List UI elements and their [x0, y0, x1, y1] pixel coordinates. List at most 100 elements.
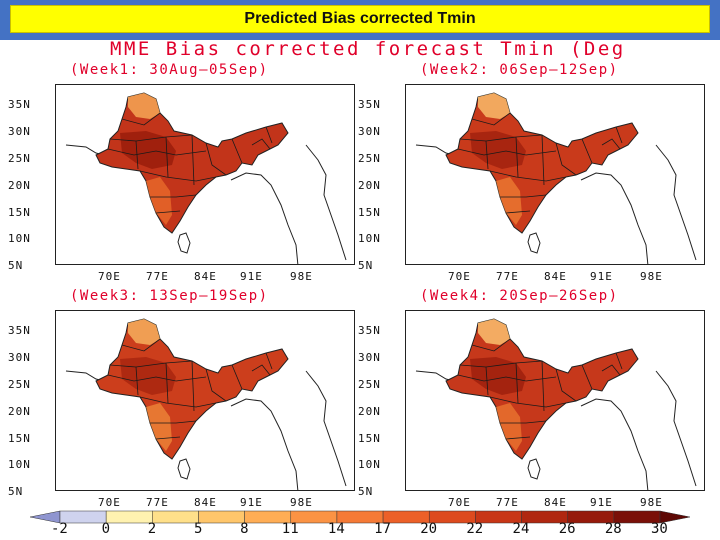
- lat-label: 25N: [8, 152, 31, 165]
- cool-patch: [128, 93, 160, 119]
- india-region: [95, 92, 289, 234]
- lat-label: 10N: [8, 232, 31, 245]
- title-box: Predicted Bias corrected Tmin: [10, 5, 710, 33]
- colorbar-tick-label: 28: [604, 521, 622, 537]
- coastline-sea: [655, 370, 697, 487]
- figure-title: MME Bias corrected forecast Tmin (Deg: [110, 38, 626, 60]
- week-label: (Week2: 06Sep—12Sep): [420, 62, 619, 78]
- lat-label: 5N: [8, 485, 24, 498]
- colorbar-tick-label: 8: [240, 521, 249, 537]
- orange-patch: [496, 403, 522, 451]
- lon-label: 70E: [448, 270, 471, 283]
- lat-label: 30N: [8, 351, 31, 364]
- map-canvas: [415, 318, 697, 490]
- colorbar-max-arrow: [659, 510, 690, 524]
- lat-label: 15N: [8, 432, 31, 445]
- colorbar-tick-label: 11: [281, 521, 299, 537]
- colorbar-tick-label: 17: [374, 521, 391, 537]
- week-label: (Week3: 13Sep—19Sep): [70, 288, 269, 304]
- lon-label: 84E: [194, 270, 217, 283]
- lon-label: 98E: [290, 270, 313, 283]
- orange-patch: [146, 177, 172, 225]
- lat-label: 35N: [358, 98, 381, 111]
- lat-label: 5N: [358, 485, 374, 498]
- india-region: [445, 318, 639, 460]
- lat-label: 15N: [8, 206, 31, 219]
- map-canvas: [65, 318, 347, 490]
- colorbar: [30, 510, 690, 524]
- forecast-panel-week1: (Week1: 30Aug—05Sep) 35N 30N 25N 20N 15N 10N 5…: [0, 62, 355, 290]
- india-region: [95, 318, 289, 460]
- coastline-east: [580, 172, 649, 264]
- lon-label: 84E: [194, 496, 217, 509]
- lat-label: 5N: [8, 259, 24, 272]
- state-boundaries: [457, 338, 623, 440]
- india-map: [55, 84, 355, 265]
- india-region: [445, 92, 639, 234]
- lat-label: 35N: [358, 324, 381, 337]
- lat-label: 30N: [358, 125, 381, 138]
- cool-patch: [478, 319, 510, 345]
- lat-label: 20N: [358, 405, 381, 418]
- lon-label: 91E: [240, 270, 263, 283]
- coastline-east: [230, 398, 299, 490]
- forecast-panel-week3: (Week3: 13Sep—19Sep) 35N 30N 25N 20N 15N 10N 5…: [0, 288, 355, 516]
- lat-label: 35N: [8, 98, 31, 111]
- state-boundaries: [107, 112, 273, 214]
- lat-label: 10N: [8, 458, 31, 471]
- lon-label: 77E: [496, 496, 519, 509]
- lat-label: 20N: [8, 405, 31, 418]
- colorbar-labels: -2 0 2 5 8 11 14 17 20 22 24 26 28 30: [0, 521, 720, 539]
- lat-label: 30N: [358, 351, 381, 364]
- sri-lanka: [527, 232, 541, 254]
- cool-patch: [128, 319, 160, 345]
- lat-label: 5N: [358, 259, 374, 272]
- colorbar-tick-label: 24: [512, 521, 530, 537]
- lon-label: 84E: [544, 270, 567, 283]
- state-boundaries: [107, 338, 273, 440]
- sri-lanka: [177, 458, 191, 480]
- lon-label: 70E: [448, 496, 471, 509]
- week-label: (Week4: 20Sep—26Sep): [420, 288, 619, 304]
- india-map: [55, 310, 355, 491]
- sri-lanka: [177, 232, 191, 254]
- colorbar-tick-label: 14: [327, 521, 345, 537]
- lon-label: 91E: [590, 270, 613, 283]
- coastline-sea: [655, 144, 697, 261]
- lat-label: 15N: [358, 206, 381, 219]
- lon-label: 70E: [98, 270, 121, 283]
- colorbar-tick-label: 20: [420, 521, 438, 537]
- colorbar-tick-label: 0: [101, 521, 111, 537]
- colorbar-tick-label: 30: [651, 521, 668, 537]
- coastline-east: [580, 398, 649, 490]
- map-canvas: [415, 92, 697, 264]
- lat-label: 35N: [8, 324, 31, 337]
- map-canvas: [65, 92, 347, 264]
- lat-label: 10N: [358, 458, 381, 471]
- india-map: [405, 310, 705, 491]
- lon-label: 77E: [146, 496, 169, 509]
- lat-label: 20N: [8, 179, 31, 192]
- lon-label: 84E: [544, 496, 567, 509]
- cool-patch: [478, 93, 510, 119]
- colorbar-tick-label: 22: [466, 521, 484, 537]
- lon-label: 77E: [146, 270, 169, 283]
- lat-label: 10N: [358, 232, 381, 245]
- colorbar-tick-label: 5: [193, 521, 203, 537]
- india-map: [405, 84, 705, 265]
- lon-label: 70E: [98, 496, 121, 509]
- lon-label: 98E: [290, 496, 313, 509]
- forecast-panel-week4: (Week4: 20Sep—26Sep) 35N 30N 25N 20N 15N 10N 5…: [350, 288, 705, 516]
- state-boundaries: [457, 112, 623, 214]
- week-label: (Week1: 30Aug—05Sep): [70, 62, 269, 78]
- sri-lanka: [527, 458, 541, 480]
- lon-label: 98E: [640, 270, 663, 283]
- lon-label: 91E: [590, 496, 613, 509]
- lon-label: 98E: [640, 496, 663, 509]
- coastline-sea: [305, 370, 347, 487]
- lon-label: 77E: [496, 270, 519, 283]
- orange-patch: [146, 403, 172, 451]
- coastline-sea: [305, 144, 347, 261]
- lat-label: 20N: [358, 179, 381, 192]
- colorbar-tick-label: -2: [51, 521, 68, 537]
